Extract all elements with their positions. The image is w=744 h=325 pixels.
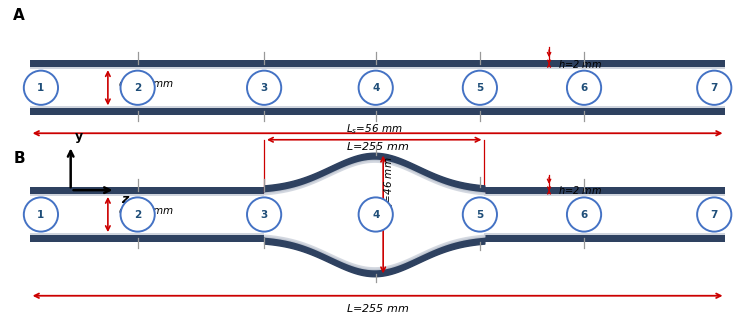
Text: 7: 7 xyxy=(711,210,718,219)
Text: d$_i$=20 $mm$: d$_i$=20 $mm$ xyxy=(118,78,173,91)
Ellipse shape xyxy=(697,197,731,232)
Text: L=255 $mm$: L=255 $mm$ xyxy=(346,302,409,314)
Text: z: z xyxy=(121,193,129,206)
Bar xyxy=(30,187,264,194)
Ellipse shape xyxy=(359,71,393,105)
Text: 1: 1 xyxy=(37,210,45,219)
Ellipse shape xyxy=(359,197,393,232)
Text: d$_i$=20 $mm$: d$_i$=20 $mm$ xyxy=(118,204,173,218)
Ellipse shape xyxy=(463,71,497,105)
Bar xyxy=(484,233,725,235)
Bar xyxy=(484,194,725,196)
Text: h=2 $mm$: h=2 $mm$ xyxy=(558,185,602,196)
Ellipse shape xyxy=(247,71,281,105)
Bar xyxy=(30,233,264,235)
Ellipse shape xyxy=(121,71,155,105)
Text: 6: 6 xyxy=(580,83,588,93)
Bar xyxy=(30,67,725,69)
Text: 7: 7 xyxy=(711,83,718,93)
Bar xyxy=(30,235,264,242)
Bar xyxy=(30,108,725,115)
Text: 5: 5 xyxy=(476,83,484,93)
Ellipse shape xyxy=(24,197,58,232)
Text: L=255 $mm$: L=255 $mm$ xyxy=(346,140,409,152)
Ellipse shape xyxy=(121,197,155,232)
Text: h=2 $mm$: h=2 $mm$ xyxy=(558,58,602,70)
Text: L$_s$=56 $mm$: L$_s$=56 $mm$ xyxy=(346,122,403,136)
Text: B: B xyxy=(13,151,25,166)
Text: 4: 4 xyxy=(372,210,379,219)
Bar xyxy=(30,107,725,108)
Bar xyxy=(484,235,725,242)
Ellipse shape xyxy=(567,197,601,232)
Text: 6: 6 xyxy=(580,210,588,219)
Text: 4: 4 xyxy=(372,83,379,93)
Text: A: A xyxy=(13,8,25,23)
Bar xyxy=(30,60,725,67)
Ellipse shape xyxy=(567,71,601,105)
Text: d$_{is}$=46 $mm$: d$_{is}$=46 $mm$ xyxy=(382,157,396,216)
Text: 1: 1 xyxy=(37,83,45,93)
Ellipse shape xyxy=(24,71,58,105)
Ellipse shape xyxy=(247,197,281,232)
Text: 2: 2 xyxy=(134,83,141,93)
Text: 5: 5 xyxy=(476,210,484,219)
Bar xyxy=(30,194,264,196)
Text: y: y xyxy=(74,130,83,143)
Text: 3: 3 xyxy=(260,210,268,219)
Text: 2: 2 xyxy=(134,210,141,219)
Text: 3: 3 xyxy=(260,83,268,93)
Bar xyxy=(484,187,725,194)
Ellipse shape xyxy=(463,197,497,232)
Ellipse shape xyxy=(697,71,731,105)
